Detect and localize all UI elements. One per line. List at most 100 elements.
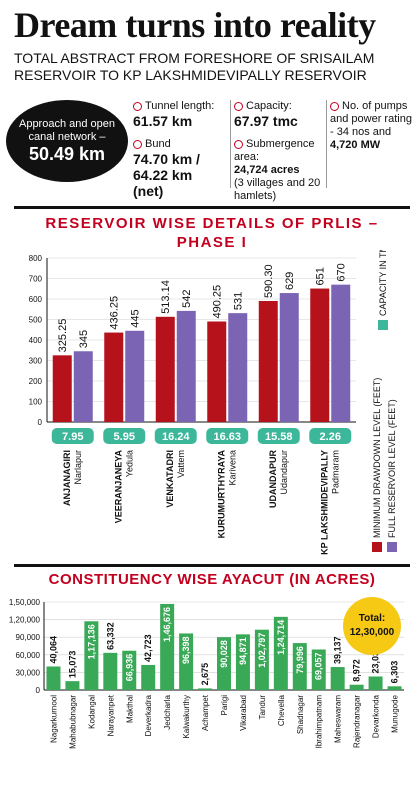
constituency-name: Narayanpet <box>106 694 115 736</box>
total-label: Total: <box>359 613 385 624</box>
pumps-label: No. of pumps and power rating - 34 nos a… <box>330 100 412 138</box>
bar-mdl <box>258 300 278 422</box>
bar-value-label: 590.30 <box>263 264 275 298</box>
bar-value-label: 651 <box>315 267 327 285</box>
divider <box>326 100 327 188</box>
ayacut-bar <box>330 667 345 690</box>
constituency-name: Chevella <box>277 694 286 726</box>
bar-value-label: 531 <box>233 292 245 310</box>
ayacut-value-label: 8,972 <box>352 659 362 682</box>
ayacut-value-label: 1,24,714 <box>276 620 286 655</box>
total-badge <box>343 597 401 655</box>
bund-suffix: (net) <box>133 183 164 199</box>
capacity-value: 67.97 tmc <box>234 113 298 129</box>
reservoir-village: Karivena <box>227 450 237 486</box>
reservoir-chart-title: RESERVOIR WISE DETAILS OF PRLIS – PHASE … <box>45 215 379 251</box>
section-rule <box>14 206 410 209</box>
ayacut-bar <box>217 637 231 690</box>
bar-value-label: 542 <box>181 290 193 308</box>
bullet-icon <box>234 101 243 111</box>
ayacut-bar <box>46 666 61 690</box>
bar-value-label: 436.25 <box>109 296 121 330</box>
ayacut-value-label: 94,871 <box>238 637 248 665</box>
capacity-stat: Capacity: 67.97 tmc <box>234 100 322 129</box>
y-tick-label: 700 <box>29 275 43 284</box>
ayacut-bar <box>103 652 118 690</box>
constituency-name: Parigi <box>220 695 229 716</box>
reservoir-name: UDANDAPUR <box>268 450 278 508</box>
ayacut-bar <box>292 643 307 690</box>
constituency-name: Munugode <box>391 694 400 732</box>
submergence-value: 24,724 acres <box>234 164 300 176</box>
bar-frl <box>73 351 93 422</box>
bullet-icon <box>330 101 339 111</box>
frl-legend-text: FULL RESERVOIR LEVEL (FEET) <box>387 399 397 538</box>
ayacut-value-label: 96,398 <box>181 636 191 664</box>
constituency-name: Ibrahimpatnam <box>315 695 324 749</box>
constituency-name: Shadnagar <box>296 695 305 734</box>
constituency-name: Makthal <box>125 695 134 723</box>
y-tick-label: 60,000 <box>16 651 41 660</box>
capacity-value: 7.95 <box>62 431 83 443</box>
bund-label: Bund <box>145 138 171 150</box>
page-title: Dream turns into reality <box>14 5 376 45</box>
reservoir-name: ANJANAGIRI <box>62 450 72 506</box>
reservoir-chart: 0 100 200 300 400 500 600 700 800 325.25 345 7.95 AN… <box>29 250 397 555</box>
tunnel-stat: Tunnel length: 61.57 km <box>133 100 229 129</box>
constituency-name: Tandur <box>258 695 267 720</box>
bar-mdl <box>207 321 227 422</box>
approach-label: Approach and open canal network – <box>18 117 116 143</box>
y-tick-label: 200 <box>29 377 43 386</box>
bund-stat: Bund 74.70 km / 64.22 km (net) <box>133 138 229 199</box>
page-subtitle: TOTAL ABSTRACT FROM FORESHORE OF SRISAIL… <box>14 50 375 83</box>
bar-frl <box>125 330 145 422</box>
constituency-name: Rajendranagar <box>353 695 362 748</box>
bar-frl <box>331 284 351 422</box>
bar-value-label: 629 <box>284 272 296 290</box>
submergence-suffix: (3 villages and 20 hamlets) <box>234 177 321 202</box>
ayacut-value-label: 23,035 <box>371 646 381 674</box>
ayacut-bar <box>235 634 250 690</box>
divider <box>230 100 231 188</box>
tunnel-label: Tunnel length: <box>145 100 215 112</box>
bar-value-label: 445 <box>130 309 142 327</box>
total-value: 12,30,000 <box>350 627 395 638</box>
reservoir-name: KP LAKSHMIDEVIPALLY <box>319 450 329 555</box>
ayacut-bar <box>122 650 137 690</box>
mdl-legend-swatch <box>372 542 382 552</box>
bar-value-label: 345 <box>78 330 90 348</box>
frl-legend-swatch <box>387 542 397 552</box>
ayacut-value-label: 40,064 <box>48 636 58 664</box>
ayacut-bar <box>179 633 194 690</box>
constituency-name: Devarkonda <box>372 694 381 738</box>
bar-value-label: 490.25 <box>212 285 224 319</box>
bund-value: 74.70 km / 64.22 km <box>133 151 200 183</box>
reservoir-name: KURUMURTHYRAYA <box>216 450 226 539</box>
ayacut-value-label: 69,057 <box>314 652 324 680</box>
bar-mdl <box>104 332 124 422</box>
section-rule <box>14 564 410 567</box>
reservoir-village: Yedula <box>124 450 134 477</box>
reservoir-village: Udandapur <box>279 450 289 495</box>
ayacut-bar <box>273 616 288 690</box>
y-tick-label: 800 <box>29 254 43 263</box>
capacity-badge <box>309 428 352 444</box>
reservoir-village: Vattem <box>176 450 186 478</box>
ayacut-bar <box>160 603 175 690</box>
constituency-name: Mahabubnagar <box>68 695 77 749</box>
capacity-legend-swatch <box>378 320 388 330</box>
constituency-name: Jedcharla <box>163 694 172 729</box>
approach-canal-badge: Approach and open canal network – 50.49 … <box>6 100 128 182</box>
reservoir-name: VEERANJANEYA <box>113 450 123 524</box>
ayacut-value-label: 2,675 <box>200 663 210 686</box>
bullet-icon <box>234 139 243 149</box>
constituency-name: Kalwakurthy <box>182 695 191 739</box>
ayacut-value-label: 63,332 <box>105 622 115 650</box>
ayacut-bar <box>311 649 326 690</box>
ayacut-value-label: 66,936 <box>124 654 134 682</box>
y-tick-label: 90,000 <box>16 633 41 642</box>
ayacut-bar <box>65 681 80 690</box>
ayacut-bar <box>84 621 99 690</box>
capacity-badge <box>257 428 300 444</box>
ayacut-value-label: 15,073 <box>67 651 77 679</box>
